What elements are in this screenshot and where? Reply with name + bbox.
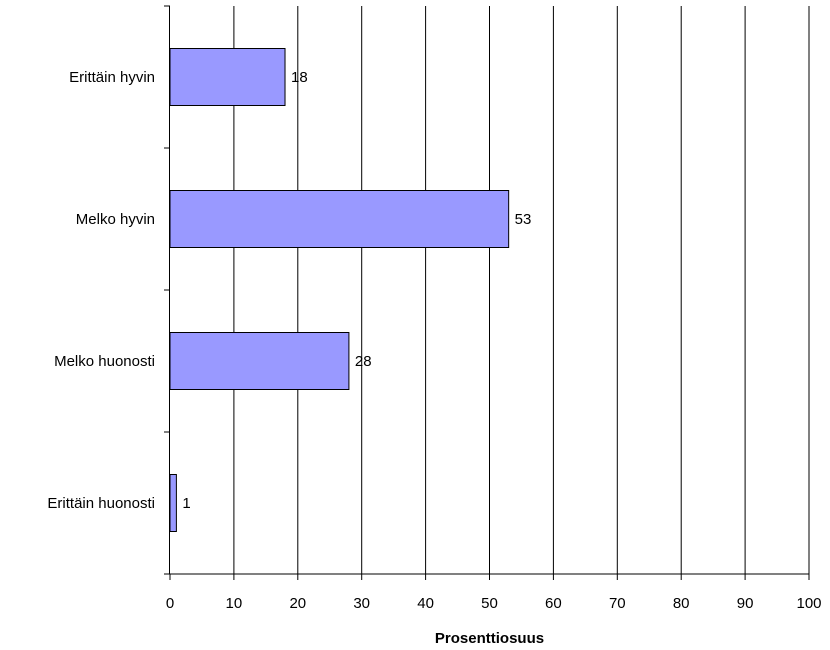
category-label-1: Melko hyvin (76, 211, 155, 228)
bar-0 (169, 48, 286, 106)
x-tick-label-90: 90 (737, 595, 754, 612)
x-tick-label-10: 10 (226, 595, 243, 612)
bar-1 (169, 190, 510, 248)
category-label-2: Melko huonosti (54, 353, 155, 370)
x-tick-label-80: 80 (673, 595, 690, 612)
x-tick-label-60: 60 (545, 595, 562, 612)
x-tick-label-70: 70 (609, 595, 626, 612)
axes (164, 5, 810, 580)
x-tick-label-40: 40 (417, 595, 434, 612)
x-tick-label-50: 50 (481, 595, 498, 612)
x-tick-label-30: 30 (353, 595, 370, 612)
data-labels: 18 53 28 1 (182, 69, 531, 512)
bar-2 (169, 332, 350, 390)
data-label-2: 28 (355, 353, 372, 370)
x-tick-labels: 0 10 20 30 40 50 60 70 80 90 100 (166, 595, 822, 612)
data-label-3: 1 (182, 495, 190, 512)
gridlines (233, 6, 810, 574)
x-tick-label-0: 0 (166, 595, 174, 612)
category-labels: Erittäin hyvin Melko hyvin Melko huonosti E… (47, 69, 155, 512)
x-axis-title: Prosenttiosuus (435, 630, 544, 647)
x-tick-label-20: 20 (289, 595, 306, 612)
bars (169, 48, 510, 532)
data-label-1: 53 (515, 211, 532, 228)
category-label-0: Erittäin hyvin (69, 69, 155, 86)
category-label-3: Erittäin huonosti (47, 495, 155, 512)
bar-3 (169, 474, 177, 532)
data-label-0: 18 (291, 69, 308, 86)
x-tick-label-100: 100 (796, 595, 821, 612)
